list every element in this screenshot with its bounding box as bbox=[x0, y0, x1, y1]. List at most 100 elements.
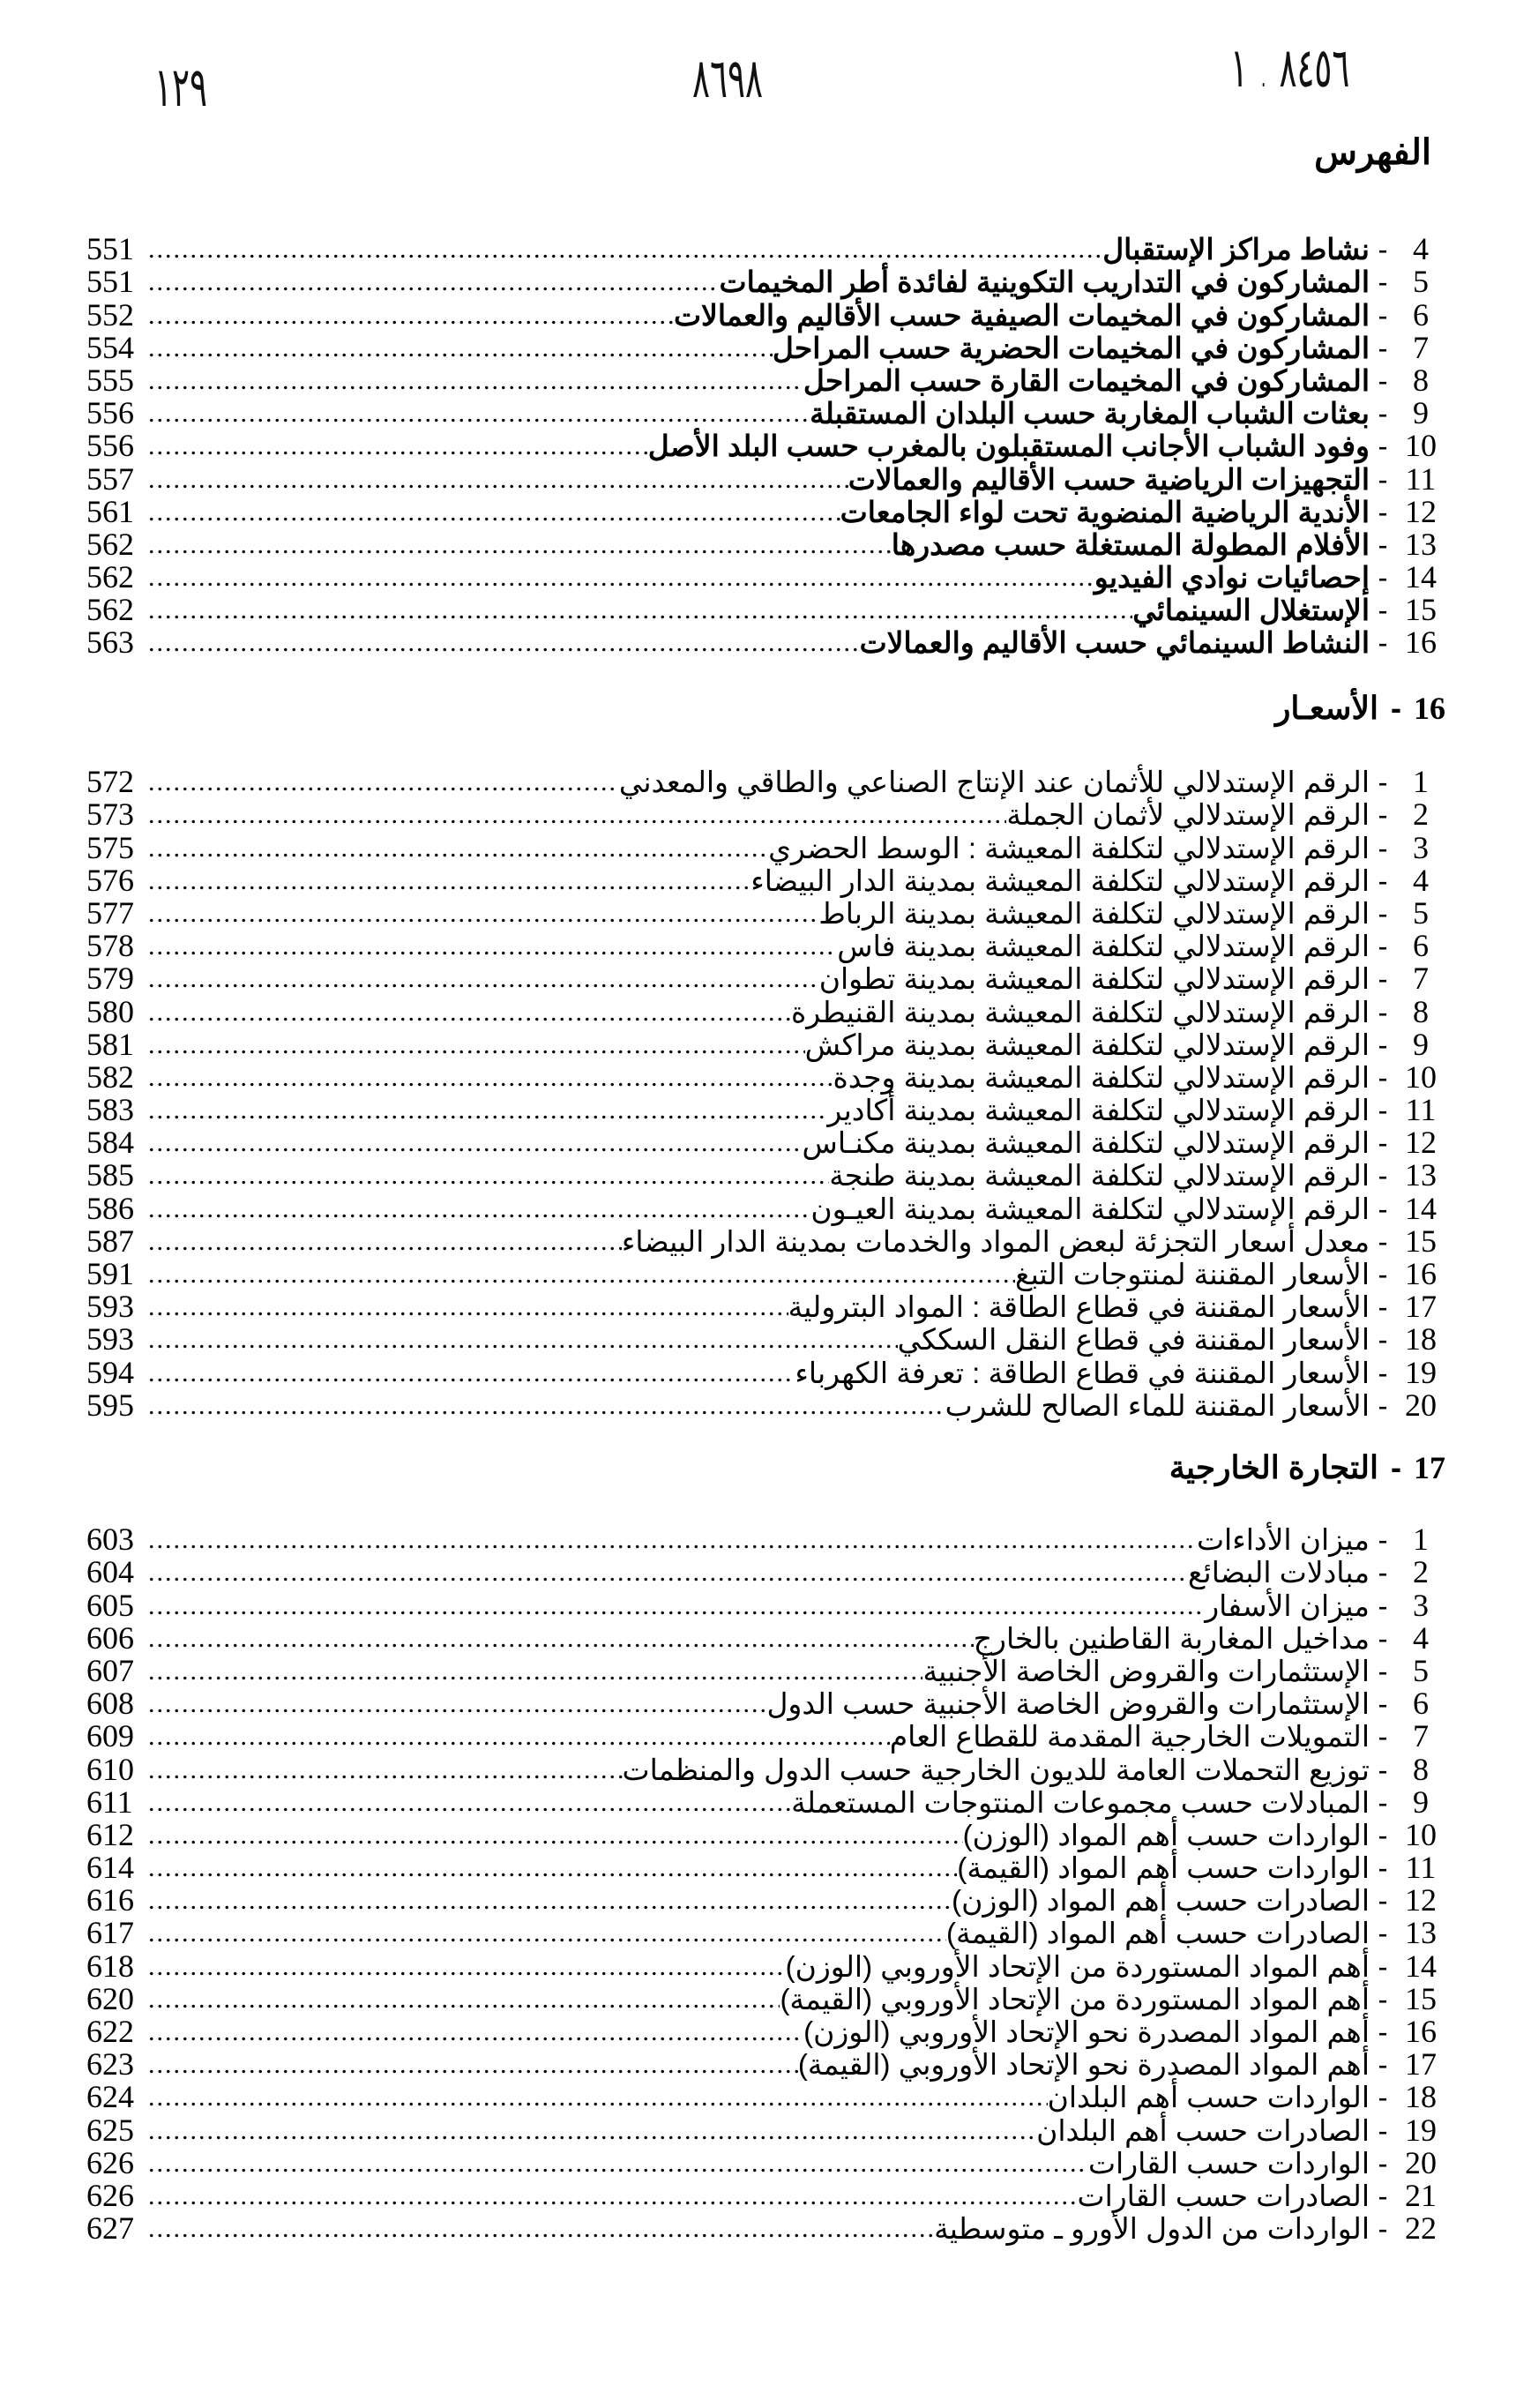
dot-leader: ........................................… bbox=[148, 1357, 795, 1387]
toc-entry[interactable]: 7- التمويلات الخارجية المقدمة للقطاع العا… bbox=[86, 1720, 1445, 1754]
toc-entry[interactable]: 5- الرقم الإستدلالي لتكلفة المعيشة بمدينة… bbox=[86, 896, 1445, 930]
toc-entry[interactable]: 11- التجهيزات الرياضية حسب الأقاليم والعم… bbox=[86, 462, 1445, 496]
dot-leader: ........................................… bbox=[148, 1226, 622, 1256]
entry-title: الرقم الإستدلالي لأثمان الجملة bbox=[1006, 798, 1370, 832]
entry-number: 18 bbox=[1405, 1321, 1437, 1357]
toc-entry[interactable]: 5- المشاركون في التداريب التكوينية لفائدة… bbox=[86, 264, 1445, 300]
entry-page-number: 584 bbox=[86, 1125, 134, 1161]
toc-entry[interactable]: 7- المشاركون في المخيمات الحضرية حسب المر… bbox=[86, 331, 1445, 364]
toc-entry[interactable]: 8- توزيع التحملات العامة للديون الخارجية … bbox=[86, 1753, 1445, 1786]
entry-title: الأسعار المقننة في قطاع الطاقة : المواد … bbox=[788, 1290, 1370, 1324]
toc-entry[interactable]: 5- الإستثمارات والقروض الخاصة الأجنبية...… bbox=[86, 1654, 1445, 1687]
dot-leader: ........................................… bbox=[148, 1525, 1197, 1555]
toc-entry[interactable]: 6- المشاركون في المخيمات الصيفية حسب الأق… bbox=[86, 298, 1445, 332]
toc-entry[interactable]: 16- الأسعار المقننة لمنتوجات التبغ.......… bbox=[86, 1258, 1445, 1291]
toc-entry[interactable]: 7- الرقم الإستدلالي لتكلفة المعيشة بمدينة… bbox=[86, 962, 1445, 996]
entry-page-number: 622 bbox=[86, 2014, 134, 2049]
toc-entry[interactable]: 15- أهم المواد المستوردة من الإتحاد الأور… bbox=[86, 1982, 1445, 2015]
toc-entry[interactable]: 8- المشاركون في المخيمات القارة حسب المرا… bbox=[86, 363, 1445, 397]
toc-entry[interactable]: 6- الرقم الإستدلالي لتكلفة المعيشة بمدينة… bbox=[86, 930, 1445, 963]
toc-entry[interactable]: 14- الرقم الإستدلالي لتكلفة المعيشة بمدين… bbox=[86, 1192, 1445, 1225]
entry-page-number: 551 bbox=[86, 231, 134, 267]
entry-page-number: 551 bbox=[86, 264, 134, 300]
toc-entry[interactable]: 11- الرقم الإستدلالي لتكلفة المعيشة بمدين… bbox=[86, 1092, 1445, 1128]
entry-page-number: 581 bbox=[86, 1026, 134, 1062]
toc-entry[interactable]: 12- الأندية الرياضية المنضوية تحت لواء ال… bbox=[86, 495, 1445, 528]
toc-entry[interactable]: 10- الرقم الإستدلالي لتكلفة المعيشة بمدين… bbox=[86, 1058, 1445, 1095]
entry-number: 20 bbox=[1405, 1387, 1437, 1423]
entry-dash: - bbox=[1378, 594, 1388, 627]
toc-entry[interactable]: 1- ميزان الأداءات........................… bbox=[86, 1523, 1445, 1557]
toc-entry[interactable]: 20- الواردات حسب القارات.................… bbox=[86, 2146, 1445, 2180]
toc-entry[interactable]: 9- بعثات الشباب المغاربة حسب البلدان المس… bbox=[86, 397, 1445, 430]
toc-entry[interactable]: 8- الرقم الإستدلالي لتكلفة المعيشة بمدينة… bbox=[86, 995, 1445, 1028]
entry-number: 16 bbox=[1405, 2014, 1437, 2049]
toc-entry[interactable]: 17- الأسعار المقننة في قطاع الطاقة : المو… bbox=[86, 1290, 1445, 1324]
dot-leader: ........................................… bbox=[148, 1853, 958, 1883]
entry-page-number: 623 bbox=[86, 2046, 134, 2083]
entry-dash: - bbox=[1378, 233, 1388, 266]
toc-entry[interactable]: 13- الصادرات حسب أهم المواد (القيمة).....… bbox=[86, 1917, 1445, 1950]
toc-entry[interactable]: 22- الواردات من الدول الأورو ـ متوسطية...… bbox=[86, 2210, 1445, 2247]
entry-title: الرقم الإستدلالي لتكلفة المعيشة بمدينة ا… bbox=[791, 995, 1370, 1028]
toc-entry[interactable]: 16- النشاط السينمائي حسب الأقاليم والعمال… bbox=[86, 624, 1445, 661]
toc-entry[interactable]: 21- الصادرات حسب القارات.................… bbox=[86, 2179, 1445, 2212]
toc-entry[interactable]: 4- نشاط مراكز الإستقبال..................… bbox=[86, 231, 1445, 267]
entry-title: الرقم الإستدلالي لتكلفة المعيشة : الوسط … bbox=[768, 831, 1370, 864]
toc-entry[interactable]: 9- الرقم الإستدلالي لتكلفة المعيشة بمدينة… bbox=[86, 1028, 1445, 1061]
toc-entry[interactable]: 2- الرقم الإستدلالي لأثمان الجملة........… bbox=[86, 798, 1445, 832]
toc-entry[interactable]: 6- الإستثمارات والقروض الخاصة الأجنبية حس… bbox=[86, 1687, 1445, 1721]
toc-entry[interactable]: 1- الرقم الإستدلالي للأثمان عند الإنتاج ا… bbox=[86, 766, 1445, 799]
entry-title: وفود الشباب الأجانب المستقبلون بالمغرب ح… bbox=[647, 430, 1370, 463]
toc-entry[interactable]: 10- وفود الشباب الأجانب المستقبلون بالمغر… bbox=[86, 430, 1445, 463]
entry-number: 4 bbox=[1413, 1619, 1429, 1656]
entry-page-number: 563 bbox=[86, 624, 134, 661]
entry-page-number: 627 bbox=[86, 2210, 134, 2247]
toc-entry[interactable]: 13- الرقم الإستدلالي لتكلفة المعيشة بمدين… bbox=[86, 1159, 1445, 1193]
toc-entry[interactable]: 12- الرقم الإستدلالي لتكلفة المعيشة بمدين… bbox=[86, 1125, 1445, 1161]
entry-dash: - bbox=[1378, 1388, 1388, 1422]
toc-entry[interactable]: 11- الواردات حسب أهم المواد (القيمة).....… bbox=[86, 1850, 1445, 1886]
entry-dash: - bbox=[1378, 1687, 1388, 1721]
toc-entry[interactable]: 4- مداخيل المغاربة القاطنين بالخارج......… bbox=[86, 1619, 1445, 1656]
toc-entry[interactable]: 12- الصادرات حسب أهم المواد (الوزن)......… bbox=[86, 1884, 1445, 1918]
section-dash: - bbox=[1391, 690, 1401, 726]
toc-entry[interactable]: 3- الرقم الإستدلالي لتكلفة المعيشة : الوس… bbox=[86, 831, 1445, 864]
toc-entry[interactable]: 19- الصادرات حسب أهم البلدان.............… bbox=[86, 2113, 1445, 2147]
toc-entry[interactable]: 18- الأسعار المقننة في قطاع النقل السككي.… bbox=[86, 1321, 1445, 1357]
section-17-heading: 17 - التجارة الخارجية bbox=[86, 1449, 1445, 1486]
toc-entry[interactable]: 10- الواردات حسب أهم المواد (الوزن)......… bbox=[86, 1818, 1445, 1851]
entry-title: المشاركون في التداريب التكوينية لفائدة أ… bbox=[719, 265, 1370, 299]
dot-leader: ........................................… bbox=[148, 1820, 963, 1850]
entry-title: المشاركون في المخيمات الصيفية حسب الأقال… bbox=[673, 298, 1370, 332]
toc-entry[interactable]: 19- الأسعار المقننة في قطاع الطاقة : تعرف… bbox=[86, 1354, 1445, 1390]
entry-number: 12 bbox=[1405, 1125, 1437, 1161]
toc-entry[interactable]: 15- الإستغلال السينمائي..................… bbox=[86, 594, 1445, 627]
entry-page-number: 594 bbox=[86, 1354, 134, 1390]
entry-page-number: 583 bbox=[86, 1092, 134, 1128]
dot-leader: ........................................… bbox=[148, 529, 892, 559]
toc-entry[interactable]: 20- الأسعار المقننة للماء الصالح للشرب...… bbox=[86, 1387, 1445, 1423]
toc-entry[interactable]: 3- ميزان الأسفار.........................… bbox=[86, 1587, 1445, 1623]
toc-entry[interactable]: 4- الرقم الإستدلالي لتكلفة المعيشة بمدينة… bbox=[86, 864, 1445, 897]
entry-page-number: 614 bbox=[86, 1850, 134, 1886]
dot-leader: ........................................… bbox=[148, 2017, 803, 2046]
dot-leader: ........................................… bbox=[148, 1260, 1015, 1289]
entry-title: الرقم الإستدلالي لتكلفة المعيشة بمدينة ا… bbox=[751, 864, 1370, 897]
entry-number: 19 bbox=[1405, 1354, 1437, 1390]
toc-entry[interactable]: 15- معدل أسعار التجزئة لبعض المواد والخدم… bbox=[86, 1224, 1445, 1258]
dot-leader: ........................................… bbox=[148, 1325, 898, 1355]
toc-entry[interactable]: 2- مبادلات البضائع.......................… bbox=[86, 1556, 1445, 1589]
toc-entry[interactable]: 14- إحصائيات نوادي الفيديو...............… bbox=[86, 561, 1445, 595]
toc-entry[interactable]: 13- الأفلام المطولة المستغلة حسب مصدرها..… bbox=[86, 527, 1445, 561]
toc-entry[interactable]: 16- أهم المواد المصدرة نحو الإتحاد الأورو… bbox=[86, 2014, 1445, 2049]
toc-entry[interactable]: 18- الواردات حسب أهم البلدان.............… bbox=[86, 2081, 1445, 2114]
toc-entry[interactable]: 14- أهم المواد المستوردة من الإتحاد الأور… bbox=[86, 1949, 1445, 1983]
entry-number: 3 bbox=[1413, 1587, 1429, 1623]
entry-page-number: 582 bbox=[86, 1058, 134, 1095]
toc-entry[interactable]: 17- أهم المواد المصدرة نحو الإتحاد الأورو… bbox=[86, 2046, 1445, 2083]
dot-leader: ........................................… bbox=[148, 898, 818, 928]
toc-entry[interactable]: 9- المبادلات حسب مجموعات المنتوجات المستع… bbox=[86, 1785, 1445, 1819]
entry-dash: - bbox=[1378, 298, 1388, 332]
entry-number: 8 bbox=[1413, 993, 1429, 1029]
